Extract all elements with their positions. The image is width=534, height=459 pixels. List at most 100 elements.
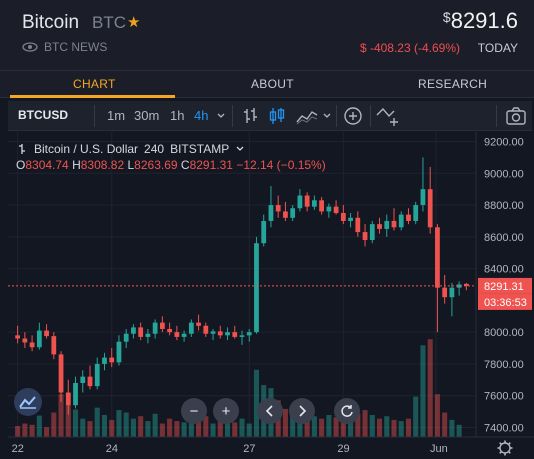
volume-bar — [130, 418, 136, 437]
candle-body — [246, 332, 252, 336]
candle-body — [427, 189, 433, 228]
candle-body — [102, 357, 107, 364]
volume-bar — [29, 424, 35, 437]
volume-bar — [80, 418, 86, 437]
scroll-left-icon[interactable] — [257, 398, 283, 424]
gear-tooth — [499, 450, 503, 454]
candle-body — [36, 330, 42, 348]
candle-body — [225, 332, 230, 336]
settings-gear-icon[interactable] — [497, 440, 513, 456]
volume-bar — [109, 419, 115, 437]
scroll-right-icon[interactable] — [289, 398, 315, 424]
high-label: H — [72, 158, 81, 172]
volume-bar — [87, 421, 93, 437]
bar-style-icon[interactable] — [242, 106, 260, 129]
candle-body — [217, 331, 223, 336]
volume-bar — [253, 369, 260, 437]
candle-body — [131, 327, 136, 334]
chevron-down-icon[interactable] — [322, 106, 332, 129]
toolbar-divider — [496, 105, 497, 127]
coin-symbol: BTC — [92, 13, 126, 32]
volume-bar — [65, 405, 71, 437]
volume-bar — [101, 415, 108, 437]
favorite-star-icon[interactable]: ★ — [127, 14, 141, 31]
candle-body — [196, 322, 201, 326]
candle-body — [123, 333, 129, 342]
candle-body — [58, 354, 64, 393]
tab-research[interactable]: RESEARCH — [418, 77, 488, 91]
toolbar-divider — [94, 105, 95, 127]
line-style-icon[interactable] — [296, 106, 318, 129]
symbol-search-button[interactable]: BTCUSD — [18, 108, 68, 122]
volume-bar — [449, 419, 455, 437]
candle-body — [413, 205, 419, 221]
price-tick-label: 8800.00 — [484, 200, 524, 212]
candle-body — [362, 232, 368, 241]
volume-bar — [224, 419, 231, 437]
add-indicator-icon[interactable] — [342, 105, 364, 130]
time-axis — [8, 437, 534, 459]
candle-body — [159, 322, 165, 329]
candle-body — [254, 243, 259, 333]
interval-1m-button[interactable]: 1m — [107, 108, 126, 123]
interval-30m-button[interactable]: 30m — [134, 108, 160, 123]
volume-bar — [398, 421, 404, 437]
countdown-label: 03:36:53 — [484, 297, 527, 309]
volume-bar — [203, 416, 209, 437]
volume-bar — [348, 412, 354, 437]
volume-bar — [340, 418, 346, 437]
candle-body — [232, 332, 238, 337]
chevron-down-icon[interactable] — [216, 106, 226, 129]
volume-bar — [434, 394, 440, 437]
volume-bar — [232, 422, 238, 437]
volume-bar — [362, 410, 368, 437]
interval-1h-button[interactable]: 1h — [170, 108, 185, 123]
reset-icon[interactable] — [334, 398, 360, 424]
volume-bar — [304, 413, 310, 437]
candle-body — [406, 214, 411, 221]
toolbar-divider — [336, 105, 337, 127]
candle-style-icon[interactable] — [268, 106, 286, 129]
zoom-out-icon[interactable]: − — [181, 398, 207, 424]
gear-tooth — [507, 442, 511, 446]
legend-interval: 240 — [144, 142, 165, 156]
tab-about[interactable]: ABOUT — [251, 77, 294, 91]
compare-icon[interactable] — [376, 105, 402, 130]
candle-body — [152, 322, 158, 334]
tab-chart[interactable]: CHART — [73, 77, 116, 91]
volume-bar — [58, 394, 64, 437]
tradingview-logo-icon[interactable] — [14, 388, 42, 416]
volume-bar — [44, 427, 50, 437]
candlestick-chart[interactable]: 9200.00 9000.00 8800.00 8600.00 8400.00 8000.… — [8, 132, 534, 459]
zoom-in-icon[interactable]: + — [213, 398, 239, 424]
last-price-badge — [478, 277, 532, 294]
price-tick-label: 7400.00 — [484, 422, 524, 434]
candle-body — [51, 336, 57, 355]
volume-bar — [159, 423, 165, 437]
candle-body — [15, 335, 21, 339]
candle-body — [326, 206, 332, 212]
legend-title: Bitcoin / U.S. Dollar — [34, 142, 139, 156]
collapse-legend-icon[interactable] — [16, 143, 28, 155]
current-price: $8291.6 — [443, 8, 518, 34]
camera-icon[interactable] — [505, 106, 527, 129]
time-tick-label: Jun — [430, 443, 448, 455]
price-currency: $ — [442, 9, 451, 25]
news-link[interactable]: BTC NEWS — [22, 40, 107, 54]
volume-bar — [15, 426, 21, 437]
candle-body — [463, 283, 469, 286]
volume-bar — [181, 422, 187, 437]
volume-bar — [94, 407, 100, 437]
volume-bar — [456, 424, 462, 437]
interval-4h-button[interactable]: 4h — [194, 108, 209, 123]
chevron-down-icon[interactable] — [235, 144, 245, 154]
candle-body — [333, 206, 339, 214]
candle-body — [188, 322, 194, 334]
volume-bar — [319, 418, 325, 437]
candle-body — [391, 220, 397, 228]
volume-bar — [297, 412, 303, 437]
chart-area[interactable]: 9200.00 9000.00 8800.00 8600.00 8400.00 8000.… — [8, 132, 534, 459]
candle-body — [80, 376, 86, 383]
volume-bar — [391, 419, 397, 437]
volume-bar — [210, 423, 216, 437]
